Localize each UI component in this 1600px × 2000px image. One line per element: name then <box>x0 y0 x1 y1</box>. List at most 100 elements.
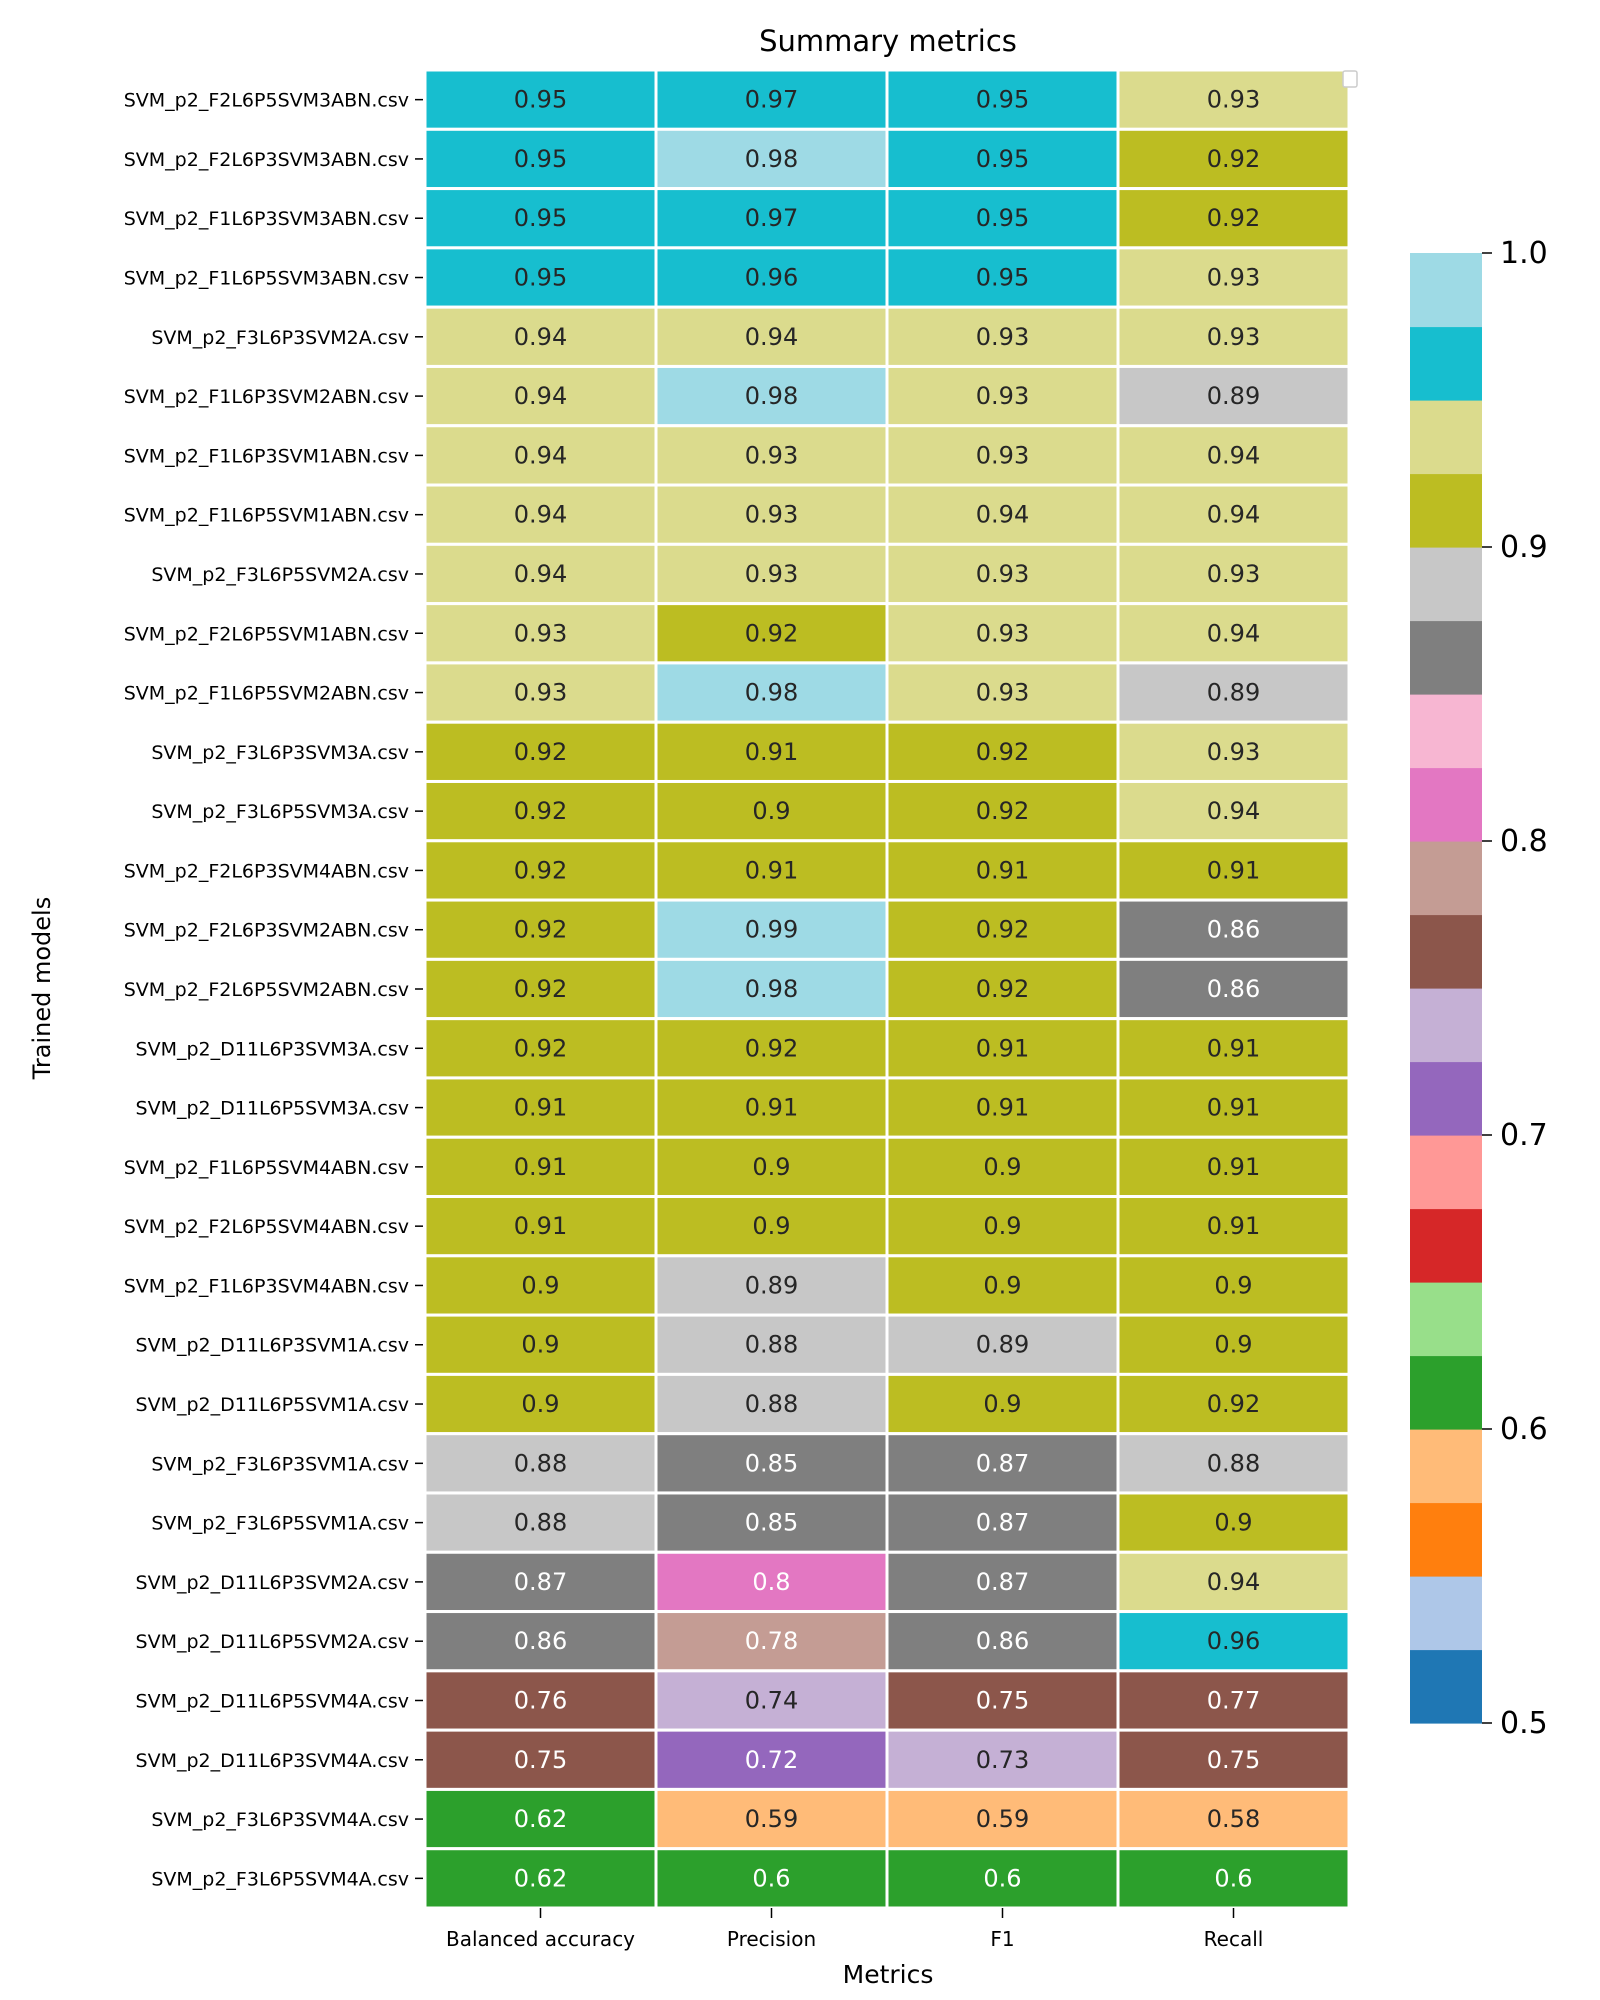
cell-value-label: 0.9 <box>752 1153 790 1181</box>
cell-value-label: 0.74 <box>745 1686 798 1714</box>
cell-value-label: 0.93 <box>1207 323 1260 351</box>
heatmap-cell <box>423 1610 658 1673</box>
cell-value-label: 0.9 <box>983 1212 1021 1240</box>
heatmap-cell <box>885 1195 1120 1258</box>
cell-value-label: 0.91 <box>1207 1212 1260 1240</box>
cell-value-label: 0.92 <box>1207 145 1260 173</box>
cell-value-label: 0.92 <box>976 797 1029 825</box>
row-label: SVM_p2_D11L6P3SVM3A.csv <box>136 1038 409 1060</box>
heatmap-cell <box>1116 187 1351 250</box>
cell-value-label: 0.75 <box>1207 1746 1260 1774</box>
cell-value-label: 0.62 <box>514 1805 567 1833</box>
cell-value-label: 0.87 <box>976 1568 1029 1596</box>
colorbar-segment <box>1410 473 1482 548</box>
cell-value-label: 0.91 <box>745 738 798 766</box>
legend-box <box>1342 70 1358 88</box>
cell-value-label: 0.92 <box>514 916 567 944</box>
heatmap-cell <box>885 720 1120 783</box>
heatmap-cell <box>1116 1610 1351 1673</box>
cell-value-label: 0.9 <box>752 797 790 825</box>
cell-value-label: 0.91 <box>1207 1034 1260 1062</box>
cell-value-label: 0.59 <box>745 1805 798 1833</box>
heatmap-cell <box>423 1847 658 1910</box>
cell-value-label: 0.93 <box>745 501 798 529</box>
row-label: SVM_p2_F3L6P5SVM2A.csv <box>151 564 409 586</box>
heatmap-cell <box>654 246 889 309</box>
heatmap-cell <box>654 1550 889 1614</box>
cell-value-label: 0.91 <box>514 1153 567 1181</box>
heatmap-cell <box>423 720 658 783</box>
cell-value-label: 0.94 <box>514 441 567 469</box>
cell-value-label: 0.93 <box>976 323 1029 351</box>
cell-value-label: 0.86 <box>1207 975 1260 1003</box>
heatmap-cell <box>1116 246 1351 309</box>
colorbar-tick-label: 1.0 <box>1500 236 1548 271</box>
colorbar-segment <box>1410 400 1482 475</box>
row-label: SVM_p2_D11L6P3SVM4A.csv <box>136 1750 409 1772</box>
row-label: SVM_p2_F2L6P5SVM4ABN.csv <box>124 1216 409 1238</box>
cell-value-label: 0.97 <box>745 204 798 232</box>
colorbar-segment <box>1410 1208 1482 1283</box>
cell-value-label: 0.95 <box>514 145 567 173</box>
row-label: SVM_p2_F2L6P5SVM1ABN.csv <box>124 623 409 645</box>
heatmap-cell <box>885 1372 1120 1436</box>
cell-value-label: 0.87 <box>976 1509 1029 1537</box>
row-label: SVM_p2_F2L6P5SVM2ABN.csv <box>124 979 409 1001</box>
row-label: SVM_p2_D11L6P3SVM1A.csv <box>136 1335 409 1357</box>
heatmap-cell <box>423 1135 658 1199</box>
colorbar-segment <box>1410 1576 1482 1651</box>
cell-value-label: 0.85 <box>745 1509 798 1537</box>
cell-value-label: 0.95 <box>514 204 567 232</box>
cell-value-label: 0.88 <box>745 1331 798 1359</box>
colorbar-segment <box>1410 1135 1482 1210</box>
heatmap-cell <box>1116 1135 1351 1199</box>
heatmap-cell <box>654 839 889 902</box>
heatmap-cell <box>1116 1017 1351 1080</box>
cell-value-label: 0.86 <box>514 1627 567 1655</box>
cell-value-label: 0.93 <box>1207 738 1260 766</box>
y-axis-label: Trained models <box>28 897 56 1080</box>
cell-value-label: 0.93 <box>1207 560 1260 588</box>
cell-value-label: 0.95 <box>514 86 567 114</box>
heatmap-cell <box>885 1550 1120 1614</box>
heatmap-cell <box>1116 779 1351 843</box>
row-label: SVM_p2_F2L6P3SVM4ABN.csv <box>124 860 409 882</box>
cell-value-label: 0.91 <box>976 856 1029 884</box>
row-label: SVM_p2_F3L6P3SVM4A.csv <box>151 1809 409 1831</box>
cell-value-label: 0.91 <box>745 856 798 884</box>
cell-value-label: 0.9 <box>983 1153 1021 1181</box>
heatmap-cell <box>1116 720 1351 783</box>
cell-value-label: 0.87 <box>514 1568 567 1596</box>
heatmap-cell <box>1116 1728 1351 1791</box>
cell-value-label: 0.91 <box>514 1212 567 1240</box>
cell-value-label: 0.92 <box>976 916 1029 944</box>
cell-value-label: 0.93 <box>976 382 1029 410</box>
cell-value-label: 0.93 <box>745 441 798 469</box>
heatmap-cell <box>423 68 658 131</box>
row-label: SVM_p2_D11L6P5SVM3A.csv <box>136 1098 409 1120</box>
colorbar-segment <box>1410 767 1482 842</box>
colorbar-segment <box>1410 620 1482 695</box>
heatmap-cell <box>885 1313 1120 1376</box>
heatmap-cell <box>885 1847 1120 1910</box>
cell-value-label: 0.87 <box>976 1449 1029 1477</box>
cell-value-label: 0.86 <box>976 1627 1029 1655</box>
cell-value-label: 0.94 <box>1207 441 1260 469</box>
heatmap-cell <box>1116 542 1351 606</box>
heatmap-cell <box>423 364 658 428</box>
heatmap-cell <box>1116 1491 1351 1554</box>
cell-value-label: 0.92 <box>514 856 567 884</box>
cell-value-label: 0.59 <box>976 1805 1029 1833</box>
row-label: SVM_p2_F3L6P5SVM4A.csv <box>151 1868 409 1890</box>
heatmap-cell <box>1116 127 1351 191</box>
cell-value-label: 0.91 <box>514 1094 567 1122</box>
cell-value-label: 0.78 <box>745 1627 798 1655</box>
cell-value-label: 0.94 <box>514 501 567 529</box>
row-label: SVM_p2_F1L6P5SVM4ABN.csv <box>124 1157 409 1179</box>
cell-value-label: 0.89 <box>745 1271 798 1299</box>
cell-value-label: 0.73 <box>976 1746 1029 1774</box>
column-label: Recall <box>1204 1927 1264 1951</box>
row-label: SVM_p2_F1L6P3SVM3ABN.csv <box>124 208 409 230</box>
colorbar-segment <box>1410 1649 1482 1724</box>
